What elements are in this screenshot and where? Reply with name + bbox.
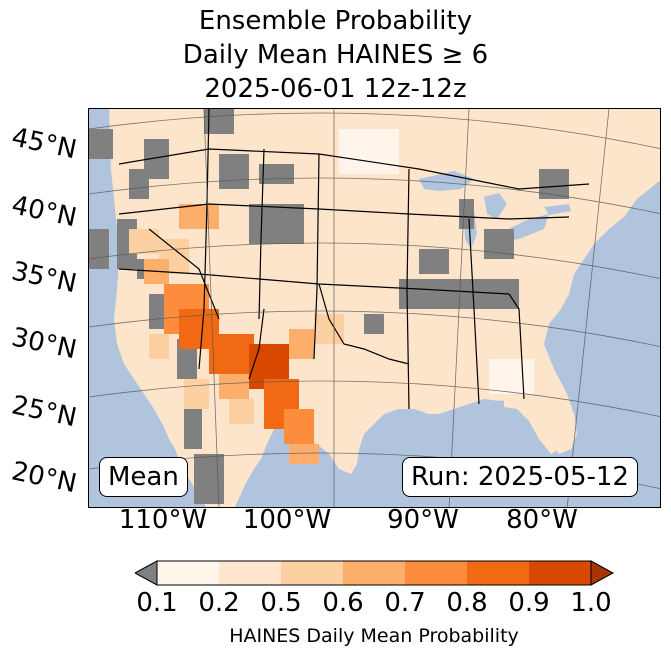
stat-label: Mean <box>99 457 188 497</box>
colorbar-tick-label: 0.2 <box>198 588 240 618</box>
colorbar-segment <box>343 561 405 585</box>
lat-label-20: 20°N <box>8 456 80 500</box>
colorbar-label: HAINES Daily Mean Probability <box>229 625 519 647</box>
map-title-line2: Daily Mean HAINES ≥ 6 <box>182 40 489 70</box>
colorbar-segment <box>529 561 591 585</box>
colorbar-tick-label: 0.7 <box>384 588 426 618</box>
florida <box>504 397 559 454</box>
lon-label-80: 80°W <box>506 505 578 535</box>
colorbar-segment <box>467 561 529 585</box>
colorbar-tick-label: 1.0 <box>570 588 612 618</box>
colorbar-over-arrow <box>590 560 615 586</box>
colorbar-segment <box>157 561 219 585</box>
colorbar-tick-label: 0.1 <box>136 588 178 618</box>
lat-label-40: 40°N <box>8 190 80 234</box>
colorbar-frame <box>156 560 592 586</box>
colorbar-tick-label: 0.8 <box>446 588 488 618</box>
map-canvas <box>89 109 660 507</box>
colorbar-tick-label: 0.9 <box>508 588 550 618</box>
colorbar-tick-label: 0.5 <box>260 588 302 618</box>
great-lakes <box>419 171 571 249</box>
lat-label-25: 25°N <box>8 390 80 434</box>
probability-map: Mean Run: 2025-05-12 <box>88 108 661 508</box>
colorbar-segment <box>219 561 281 585</box>
baja-peninsula <box>149 364 207 484</box>
lon-label-110: 110°W <box>118 505 208 535</box>
map-title-line1: Ensemble Probability <box>198 6 473 36</box>
map-title-line3: 2025-06-01 12z-12z <box>204 74 467 104</box>
graticule <box>89 109 660 507</box>
colorbar-segment <box>281 561 343 585</box>
state-boundaries <box>118 109 590 410</box>
lat-label-30: 30°N <box>8 322 80 366</box>
colorbar-under-arrow <box>135 560 158 586</box>
colorbar-tick-label: 0.6 <box>322 588 364 618</box>
colorbar-segment <box>405 561 467 585</box>
run-label: Run: 2025-05-12 <box>402 457 638 497</box>
colorbar <box>135 560 615 586</box>
lat-label-35: 35°N <box>8 256 80 300</box>
lat-label-45: 45°N <box>8 122 80 166</box>
colorbar-segments <box>157 561 591 585</box>
lon-label-100: 100°W <box>242 505 332 535</box>
lon-label-90: 90°W <box>387 505 459 535</box>
